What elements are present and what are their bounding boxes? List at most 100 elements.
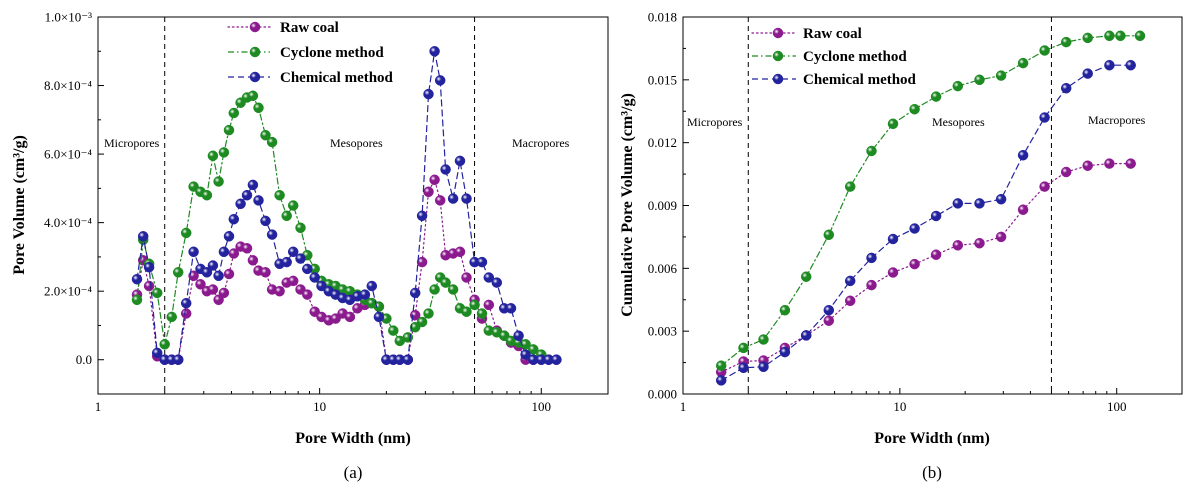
data-point <box>461 272 472 283</box>
series-line <box>720 64 1132 381</box>
data-point <box>207 150 219 162</box>
data-point <box>143 261 155 273</box>
data-point <box>779 304 791 316</box>
legend-label-chemical-method: Chemical method <box>803 72 917 88</box>
data-point <box>416 256 428 268</box>
data-point <box>930 210 942 222</box>
y-tick-label: 0.000 <box>648 387 677 402</box>
data-point <box>995 193 1007 205</box>
data-point <box>551 354 562 365</box>
data-point <box>131 294 143 306</box>
data-point <box>823 304 835 316</box>
data-point <box>247 179 259 191</box>
data-point <box>1017 57 1029 69</box>
panel-b-chart: 1 10 100 0.000 0.003 0.006 0.009 0.012 0.015 0.01… <box>619 10 1183 482</box>
data-point <box>207 260 219 271</box>
y-tick-label: 0.003 <box>648 324 677 339</box>
data-point <box>800 330 812 341</box>
data-point <box>1115 30 1126 42</box>
x-tick-label: 1 <box>680 399 687 414</box>
data-point <box>423 308 434 319</box>
data-point <box>995 70 1007 81</box>
data-point <box>287 275 299 287</box>
region-label-macropores: Macropores <box>1088 113 1146 127</box>
data-point <box>388 325 399 336</box>
data-point <box>253 195 264 206</box>
legend-item-cyclone-method: Cyclone method <box>752 49 907 65</box>
data-point <box>302 289 313 300</box>
data-point <box>1104 158 1115 169</box>
legend-marker-raw-coal <box>249 21 261 33</box>
data-point <box>423 186 434 198</box>
data-point <box>995 231 1007 243</box>
axis-ticks: 1 10 100 0.0 2.0×10⁻⁴ 4.0×10⁻⁴ 6.0×10⁻⁴ 8.0×10⁻… <box>44 10 609 414</box>
series-line <box>720 163 1132 373</box>
data-point <box>1104 59 1115 71</box>
data-point <box>476 308 488 319</box>
data-point <box>207 284 219 295</box>
data-point <box>218 287 230 299</box>
data-point <box>715 375 727 386</box>
series-line <box>720 35 1141 367</box>
data-point <box>218 246 230 258</box>
data-point <box>223 124 235 136</box>
legend-label-chemical-method: Chemical method <box>280 70 394 86</box>
data-point <box>844 181 856 192</box>
legend-marker-cyclone-method <box>772 50 784 62</box>
y-tick-label: 0.009 <box>648 198 677 213</box>
data-point <box>483 299 495 311</box>
legend-marker-cyclone-method <box>249 46 261 58</box>
data-point <box>180 227 192 239</box>
x-tick-label: 10 <box>313 399 326 414</box>
data-point <box>454 155 466 167</box>
data-point <box>930 249 942 260</box>
data-point <box>440 164 451 175</box>
data-point <box>974 237 985 249</box>
y-tick-label: 0.018 <box>648 10 677 25</box>
region-label-mesopores: Mesopores <box>932 115 985 129</box>
data-point <box>909 223 920 234</box>
data-point <box>260 267 271 278</box>
data-point <box>1060 82 1072 94</box>
data-point <box>201 267 213 278</box>
data-point <box>359 289 371 300</box>
data-point <box>476 256 488 268</box>
region-label-macropores: Macropores <box>512 136 570 150</box>
data-point <box>1039 45 1050 56</box>
data-point <box>344 311 356 323</box>
data-point <box>1017 149 1029 161</box>
series-chemical-method <box>715 59 1136 386</box>
y-tick-label: 0.006 <box>648 261 678 276</box>
data-point <box>143 280 155 292</box>
axis-ticks: 1 10 100 0.000 0.003 0.006 0.009 0.012 0.015 0.01… <box>648 10 1183 414</box>
data-point <box>483 272 495 283</box>
data-point <box>434 195 446 206</box>
data-point <box>416 316 428 328</box>
data-point <box>866 145 877 157</box>
data-point <box>281 256 292 268</box>
data-point <box>180 297 192 309</box>
data-point <box>505 303 517 314</box>
data-point <box>1039 181 1050 192</box>
data-point <box>180 308 192 319</box>
y-axis-title: Pore Volume (cm³/g) <box>11 135 28 275</box>
data-point <box>974 74 985 86</box>
data-point <box>434 75 446 86</box>
x-axis-title: Pore Width (nm) <box>874 430 990 447</box>
data-point <box>266 136 278 148</box>
data-point <box>287 246 299 258</box>
panel-a-chart: 1 10 100 0.0 2.0×10⁻⁴ 4.0×10⁻⁴ 6.0×10⁻⁴ 8.0×10⁻… <box>11 10 609 482</box>
data-point <box>887 233 899 245</box>
data-point <box>513 330 524 341</box>
data-point <box>151 287 163 299</box>
data-point <box>909 103 920 115</box>
data-point <box>866 252 877 264</box>
data-point <box>528 344 539 355</box>
data-point <box>469 299 480 311</box>
series-cyclone-method <box>715 30 1146 371</box>
data-point <box>1017 204 1029 215</box>
data-point <box>520 339 531 350</box>
data-point <box>223 231 235 242</box>
data-point <box>295 253 306 264</box>
